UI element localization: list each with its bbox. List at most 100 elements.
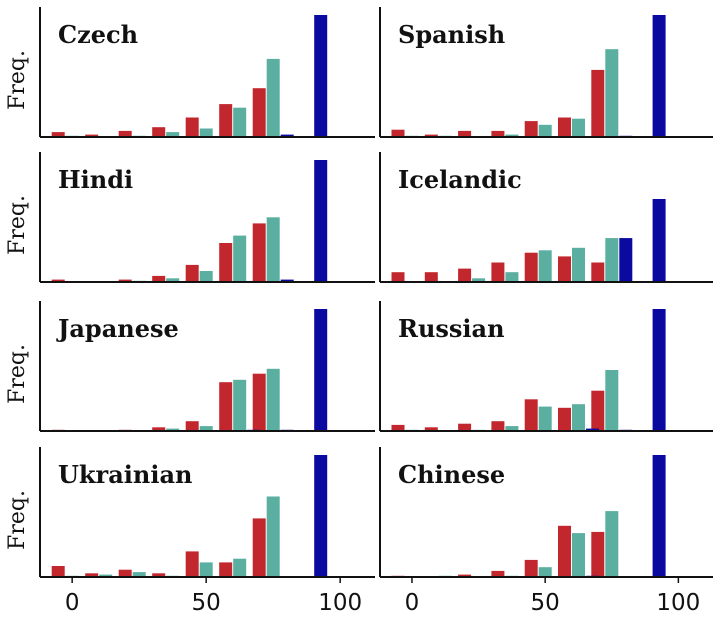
- bar: [266, 58, 280, 137]
- bar: [491, 421, 505, 431]
- bar: [314, 160, 328, 282]
- bar: [572, 533, 585, 577]
- bar: [219, 243, 233, 282]
- bar: [538, 567, 552, 577]
- panel-ukrainian: Ukrainian Freq. 0 50 100: [5, 447, 375, 616]
- bar: [586, 428, 599, 431]
- bar: [166, 278, 180, 282]
- bar: [199, 128, 213, 137]
- bar: [152, 427, 166, 431]
- bar: [558, 525, 571, 577]
- bar: [605, 49, 619, 138]
- bar: [51, 566, 65, 577]
- bar: [252, 88, 266, 137]
- bar: [118, 569, 132, 577]
- x-tick-label: 0: [65, 590, 80, 616]
- bar: [152, 275, 166, 282]
- bar: [185, 551, 199, 577]
- bar: [99, 574, 113, 577]
- bar: [233, 558, 247, 577]
- bar: [85, 573, 99, 577]
- bar: [505, 426, 519, 431]
- panel-chinese: Chinese 0 50 100: [379, 447, 713, 616]
- bar: [619, 238, 633, 282]
- bar: [538, 406, 552, 431]
- bar: [472, 278, 486, 282]
- bar: [266, 496, 280, 577]
- panel-japanese: Japanese Freq.: [5, 301, 375, 432]
- bar: [118, 279, 132, 282]
- bar: [233, 379, 247, 431]
- panel-russian: Russian: [379, 301, 713, 432]
- panel-hindi: Hindi Freq.: [5, 152, 375, 283]
- bar: [591, 262, 605, 282]
- bar: [558, 117, 571, 137]
- y-axis-label: Freq.: [5, 195, 30, 255]
- bar: [505, 134, 519, 137]
- bar: [132, 572, 146, 577]
- bar: [424, 272, 438, 282]
- bar: [219, 382, 233, 431]
- bar: [605, 370, 619, 431]
- bar: [558, 256, 571, 282]
- bar: [252, 373, 266, 431]
- bar: [605, 238, 619, 282]
- bar: [199, 271, 213, 282]
- bar: [166, 428, 180, 431]
- panel-icelandic: Icelandic: [379, 152, 713, 283]
- x-tick-label: 100: [656, 590, 700, 616]
- bar: [538, 124, 552, 137]
- bar: [524, 252, 538, 282]
- panel-title: Spanish: [398, 20, 505, 49]
- panel-czech: Czech Freq.: [5, 7, 375, 138]
- y-axis-label: Freq.: [5, 344, 30, 404]
- bar: [572, 118, 585, 137]
- x-tick-label: 50: [192, 590, 221, 616]
- panel-title: Hindi: [58, 165, 133, 194]
- bar: [233, 235, 247, 282]
- bar: [572, 404, 585, 431]
- bar: [524, 121, 538, 137]
- bar: [572, 247, 585, 282]
- bar: [314, 309, 328, 431]
- bar: [185, 117, 199, 137]
- bar: [280, 279, 294, 282]
- bar: [199, 562, 213, 577]
- bar: [652, 199, 666, 282]
- bar: [591, 390, 605, 431]
- bar: [266, 368, 280, 431]
- bar: [491, 262, 505, 282]
- bar: [652, 455, 666, 577]
- bar: [85, 134, 99, 137]
- bar: [219, 104, 233, 137]
- bar: [233, 107, 247, 137]
- bar: [591, 69, 605, 137]
- bar: [458, 423, 472, 431]
- panel-spanish: Spanish: [379, 7, 713, 138]
- bar: [152, 573, 166, 577]
- bar: [524, 399, 538, 431]
- bar: [391, 424, 405, 431]
- bar: [458, 268, 472, 282]
- panel-title: Icelandic: [398, 165, 522, 194]
- x-tick-label: 100: [318, 590, 362, 616]
- bar: [424, 134, 438, 137]
- bar: [185, 421, 199, 431]
- bar: [491, 130, 505, 137]
- bar: [51, 132, 65, 137]
- bar: [424, 427, 438, 431]
- panel-title: Japanese: [56, 314, 179, 343]
- bar: [458, 130, 472, 137]
- bar: [652, 309, 666, 431]
- bar: [314, 15, 328, 137]
- bar: [314, 455, 328, 577]
- bar: [524, 559, 538, 577]
- bar: [185, 264, 199, 282]
- bar: [166, 132, 180, 137]
- bar: [538, 250, 552, 282]
- y-axis-label: Freq.: [5, 490, 30, 550]
- panel-title: Czech: [58, 20, 138, 49]
- bar: [391, 272, 405, 282]
- bar: [51, 279, 65, 282]
- bar: [505, 272, 519, 282]
